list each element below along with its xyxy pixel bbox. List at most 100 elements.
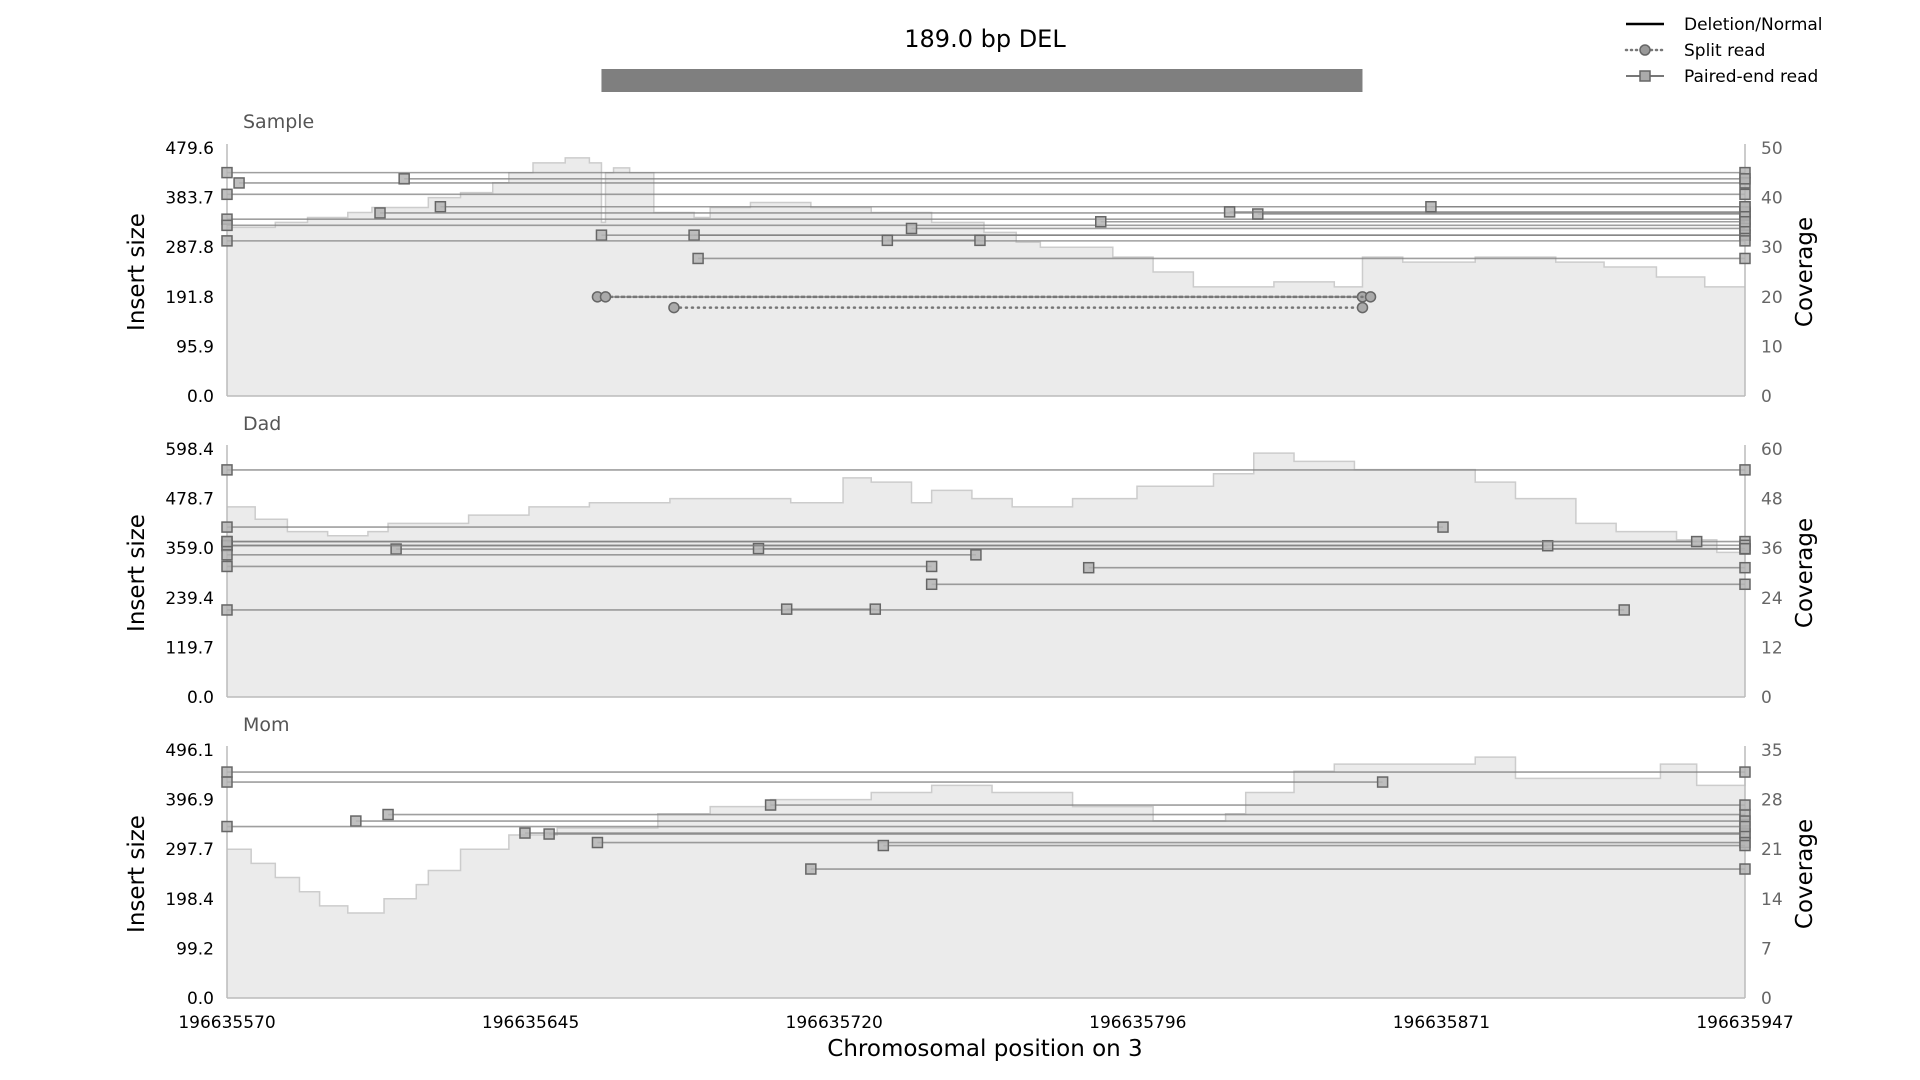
paired-end-read — [398, 173, 1751, 185]
read-end-marker — [1739, 561, 1751, 574]
coverage-line — [227, 452, 1746, 561]
y2-tick-label: 30 — [1761, 238, 1783, 258]
paired-end-read — [221, 235, 1751, 247]
y2-tick-label: 7 — [1761, 939, 1772, 959]
read-end-marker — [221, 219, 233, 232]
read-end-marker — [221, 535, 233, 548]
y-tick-label: 198.4 — [165, 890, 214, 910]
panel-name: Sample — [243, 111, 314, 133]
y-tick-label: 287.8 — [165, 238, 214, 258]
legend-label: Deletion/Normal — [1684, 15, 1823, 35]
y-tick-label: 0.0 — [187, 989, 214, 1009]
y2-tick-label: 0 — [1761, 688, 1772, 708]
chart-title: 189.0 bp DEL — [904, 25, 1066, 53]
read-end-marker — [595, 229, 608, 241]
read-end-marker — [905, 222, 918, 235]
y2-tick-label: 0 — [1761, 989, 1772, 1009]
read-end-marker — [221, 560, 233, 573]
y2-tick-label: 10 — [1761, 337, 1783, 357]
y-tick-label: 478.7 — [165, 490, 214, 510]
read-end-marker — [221, 166, 233, 179]
y2-tick-label: 48 — [1761, 490, 1783, 510]
read-end-marker — [1739, 766, 1751, 778]
x-tick-label: 196635720 — [786, 1013, 883, 1033]
y-tick-label: 383.7 — [165, 189, 214, 209]
coverage-line — [227, 756, 1746, 914]
y2-tick-label: 0 — [1761, 387, 1772, 407]
read-end-marker — [1739, 200, 1751, 213]
read-end-marker — [1095, 215, 1107, 228]
paired-end-read — [1252, 208, 1751, 220]
read-end-marker — [1739, 820, 1751, 833]
y2-tick-label: 12 — [1761, 638, 1783, 658]
y-axis-label: Insert size — [124, 213, 150, 331]
read-end-marker — [1425, 200, 1437, 213]
read-end-marker — [780, 603, 793, 615]
legend-entry: Paired-end read — [1626, 67, 1818, 87]
y2-tick-label: 28 — [1761, 791, 1783, 811]
paired-end-read — [752, 542, 1751, 555]
read-end-marker — [1739, 464, 1751, 476]
panel-sample: Sample 0.0 95.9 191.8 287.8 383.7 479.6 0 10 20 30… — [124, 111, 1818, 407]
paired-end-read — [780, 603, 882, 615]
coverage-area — [227, 453, 1745, 697]
read-end-marker — [434, 200, 447, 213]
y2-tick-label: 24 — [1761, 589, 1783, 609]
x-axis-label: Chromosomal position on 3 — [827, 1036, 1142, 1062]
legend-label: Paired-end read — [1684, 67, 1818, 87]
split-read-marker — [1356, 301, 1369, 314]
y-tick-label: 359.0 — [165, 539, 214, 559]
coverage-line — [227, 157, 1745, 288]
y-tick-label: 99.2 — [176, 939, 214, 959]
paired-end-read — [221, 549, 982, 561]
split-read — [599, 291, 1377, 303]
read-end-marker — [1739, 215, 1751, 228]
read-end-marker — [519, 827, 531, 839]
y-tick-label: 496.1 — [165, 741, 214, 761]
y2-tick-label: 40 — [1761, 189, 1783, 209]
y-tick-label: 239.4 — [165, 589, 214, 609]
x-tick-label: 196635570 — [178, 1013, 275, 1033]
paired-end-read — [764, 799, 1751, 811]
paired-end-read — [692, 252, 1751, 265]
read-end-marker — [1618, 604, 1630, 616]
read-end-marker — [221, 464, 233, 476]
panels: Sample 0.0 95.9 191.8 287.8 383.7 479.6 0 10 20 30… — [124, 111, 1818, 1009]
y2-tick-label: 35 — [1761, 741, 1783, 761]
read-end-marker — [1739, 235, 1751, 247]
y2-tick-label: 21 — [1761, 840, 1783, 860]
paired-end-read — [221, 560, 938, 573]
legend-entry: Split read — [1624, 41, 1765, 61]
paired-end-read — [221, 820, 1751, 833]
paired-end-read — [925, 578, 1751, 591]
y-tick-label: 598.4 — [165, 440, 214, 460]
read-end-marker — [390, 543, 402, 555]
read-end-marker — [692, 252, 704, 265]
read-end-marker — [974, 234, 986, 247]
legend-square-marker — [1639, 70, 1651, 82]
split-read — [668, 301, 1369, 314]
read-end-marker — [970, 549, 982, 561]
read-end-marker — [1739, 578, 1751, 591]
read-end-marker — [1376, 776, 1389, 788]
read-end-marker — [374, 207, 386, 219]
y2-axis-label: Coverage — [1792, 217, 1818, 327]
read-end-marker — [543, 828, 555, 840]
x-axis: 196635570 196635645 196635720 196635796 1966… — [178, 1013, 1793, 1033]
x-tick-label: 196635871 — [1393, 1013, 1490, 1033]
y2-axis-label: Coverage — [1792, 819, 1818, 929]
read-end-marker — [221, 766, 233, 778]
read-end-marker — [1739, 799, 1751, 811]
y-axis-label: Insert size — [124, 514, 150, 632]
panel-mom: Mom 0.0 99.2 198.4 297.7 396.9 496.1 0 7 14 21 28 35… — [124, 714, 1818, 1009]
read-end-marker — [1223, 206, 1236, 218]
paired-end-read — [221, 464, 1751, 476]
read-end-marker — [925, 578, 938, 591]
y-tick-label: 191.8 — [165, 288, 214, 308]
read-end-marker — [805, 863, 817, 875]
read-end-marker — [221, 188, 233, 201]
y2-tick-label: 20 — [1761, 288, 1783, 308]
read-end-marker — [869, 603, 882, 615]
read-end-marker — [1082, 561, 1095, 574]
y2-tick-label: 60 — [1761, 440, 1783, 460]
